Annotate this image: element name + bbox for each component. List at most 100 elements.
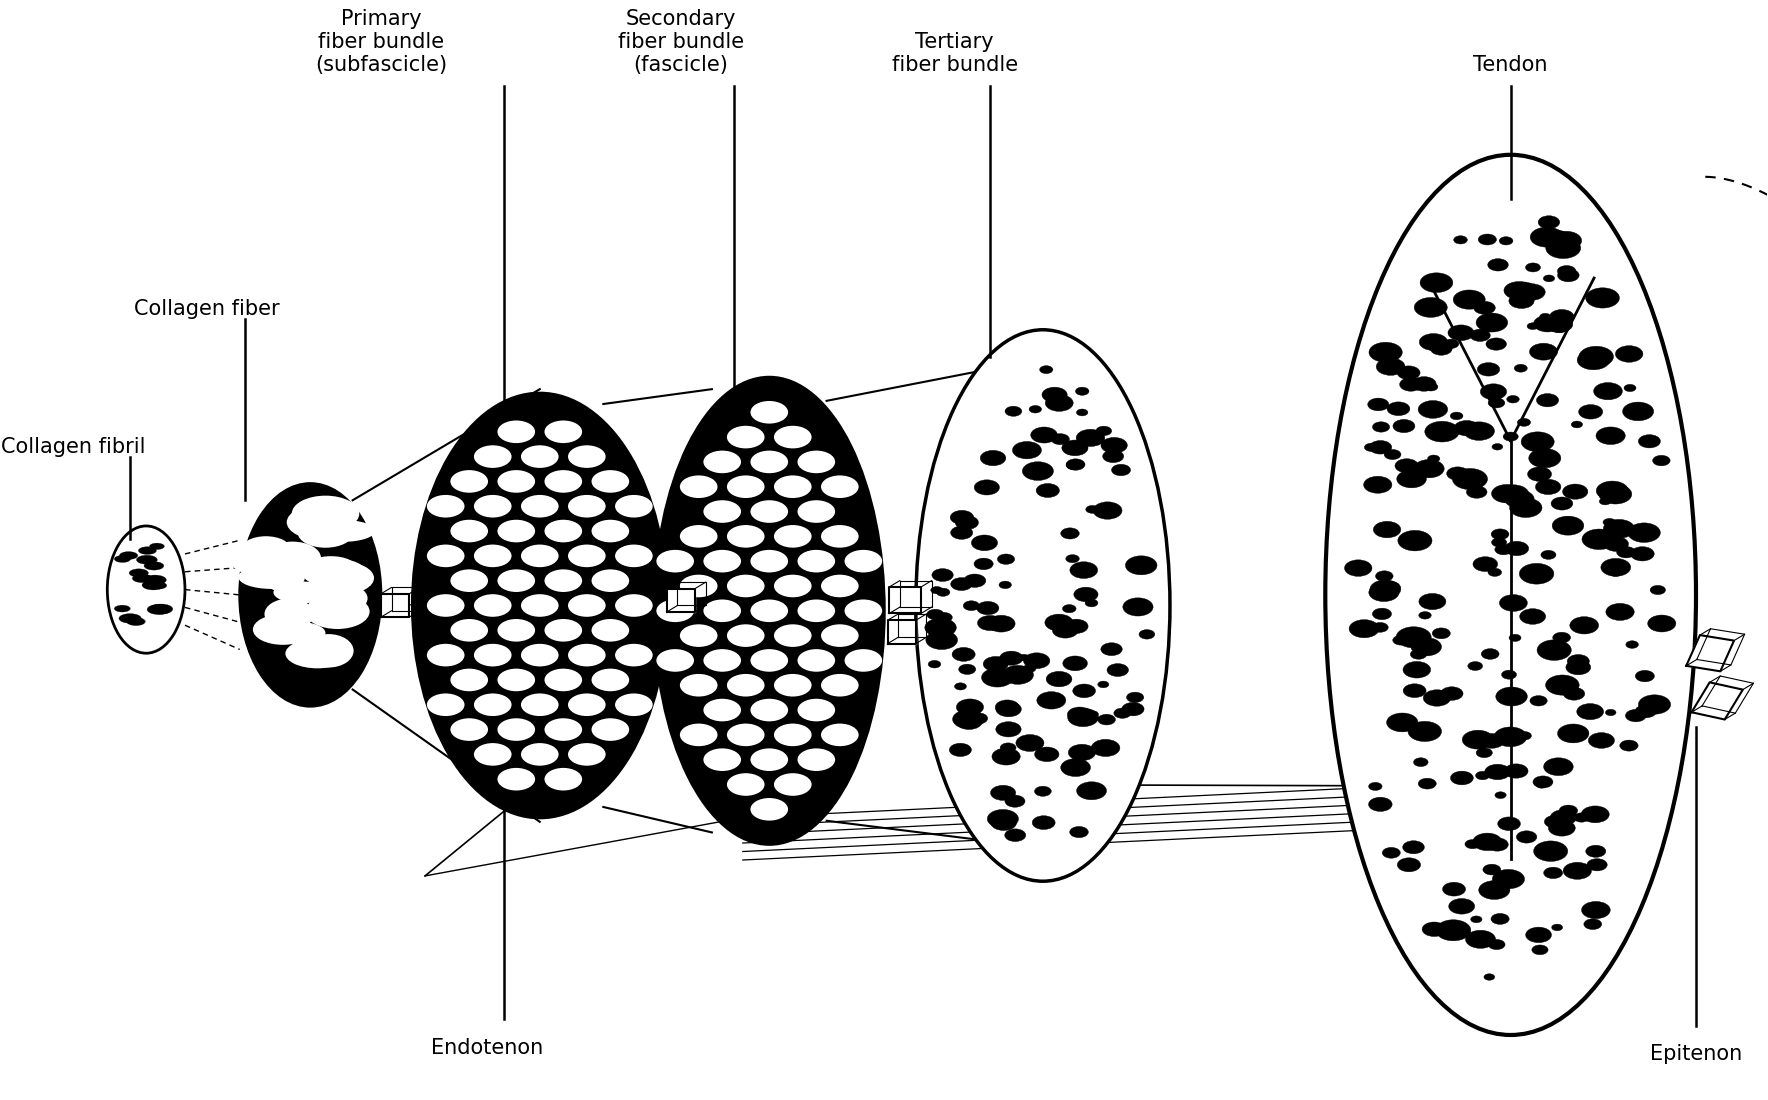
Circle shape [1418, 400, 1448, 418]
Circle shape [1087, 711, 1098, 718]
Circle shape [1604, 518, 1616, 526]
Circle shape [474, 495, 511, 517]
Circle shape [522, 693, 559, 716]
Circle shape [1543, 867, 1563, 879]
Circle shape [1430, 342, 1452, 355]
Ellipse shape [313, 562, 375, 594]
Circle shape [568, 495, 606, 517]
Circle shape [1029, 406, 1041, 412]
Circle shape [1423, 383, 1437, 390]
Circle shape [1393, 419, 1414, 432]
Circle shape [1376, 571, 1393, 582]
Circle shape [451, 470, 488, 493]
Circle shape [1033, 816, 1055, 829]
Circle shape [951, 526, 972, 539]
Polygon shape [889, 587, 921, 614]
Circle shape [568, 693, 606, 716]
Circle shape [1559, 805, 1577, 816]
Circle shape [797, 649, 834, 672]
Circle shape [1517, 284, 1545, 300]
Circle shape [983, 657, 1008, 671]
Text: Secondary
fiber bundle
(fascicle): Secondary fiber bundle (fascicle) [619, 9, 744, 75]
Circle shape [1086, 600, 1098, 607]
Circle shape [568, 446, 606, 468]
Circle shape [1545, 316, 1574, 332]
Circle shape [1066, 459, 1086, 470]
Circle shape [1543, 758, 1574, 776]
Circle shape [750, 649, 789, 672]
Circle shape [1563, 484, 1588, 499]
Circle shape [1577, 350, 1611, 370]
Circle shape [1068, 708, 1098, 727]
Circle shape [1545, 238, 1581, 258]
Circle shape [1566, 654, 1589, 668]
Circle shape [1086, 505, 1100, 514]
Circle shape [1609, 568, 1623, 576]
Circle shape [522, 594, 559, 617]
Circle shape [1552, 632, 1570, 642]
Circle shape [1404, 684, 1427, 697]
Circle shape [1407, 722, 1441, 741]
Circle shape [1376, 358, 1406, 375]
Circle shape [750, 600, 789, 623]
Circle shape [774, 475, 812, 498]
Circle shape [1513, 364, 1528, 372]
Circle shape [474, 693, 511, 716]
Circle shape [974, 480, 999, 495]
Circle shape [1600, 559, 1630, 576]
Ellipse shape [120, 551, 138, 560]
Circle shape [953, 710, 985, 728]
Circle shape [1494, 727, 1528, 747]
Ellipse shape [143, 562, 164, 570]
Circle shape [1579, 346, 1614, 367]
Circle shape [958, 664, 976, 674]
Circle shape [1414, 297, 1448, 318]
Ellipse shape [306, 594, 370, 629]
Circle shape [750, 550, 789, 572]
Circle shape [1070, 826, 1089, 838]
Circle shape [592, 669, 629, 691]
Circle shape [474, 446, 511, 468]
Ellipse shape [147, 604, 171, 615]
Circle shape [451, 669, 488, 691]
Circle shape [797, 550, 834, 572]
Circle shape [1563, 688, 1584, 701]
Ellipse shape [316, 583, 368, 614]
Circle shape [1047, 671, 1071, 686]
Circle shape [681, 674, 718, 696]
Circle shape [845, 600, 882, 623]
Circle shape [545, 619, 582, 641]
Circle shape [1466, 486, 1487, 498]
Circle shape [681, 475, 718, 498]
Circle shape [1068, 707, 1093, 722]
Circle shape [1397, 627, 1432, 648]
Circle shape [568, 594, 606, 617]
Circle shape [1066, 461, 1082, 470]
Circle shape [1004, 406, 1022, 416]
Circle shape [1519, 563, 1554, 584]
Circle shape [797, 451, 834, 473]
Circle shape [1485, 764, 1510, 780]
Circle shape [1402, 840, 1425, 854]
Circle shape [1077, 782, 1107, 800]
Circle shape [451, 570, 488, 592]
Circle shape [955, 516, 978, 529]
Circle shape [1625, 384, 1635, 392]
Text: Collagen fibril: Collagen fibril [2, 437, 147, 456]
Circle shape [949, 510, 974, 525]
Circle shape [1475, 935, 1489, 944]
Circle shape [928, 660, 941, 668]
Circle shape [1579, 405, 1604, 419]
Circle shape [1420, 273, 1453, 293]
Circle shape [1413, 758, 1429, 767]
Circle shape [1432, 628, 1450, 639]
Circle shape [1031, 427, 1057, 443]
Circle shape [1543, 275, 1554, 282]
Circle shape [1063, 440, 1087, 455]
Circle shape [426, 544, 465, 568]
Circle shape [1372, 421, 1390, 432]
Circle shape [820, 674, 859, 696]
Circle shape [1536, 394, 1559, 407]
Ellipse shape [304, 634, 354, 668]
Circle shape [681, 574, 718, 597]
